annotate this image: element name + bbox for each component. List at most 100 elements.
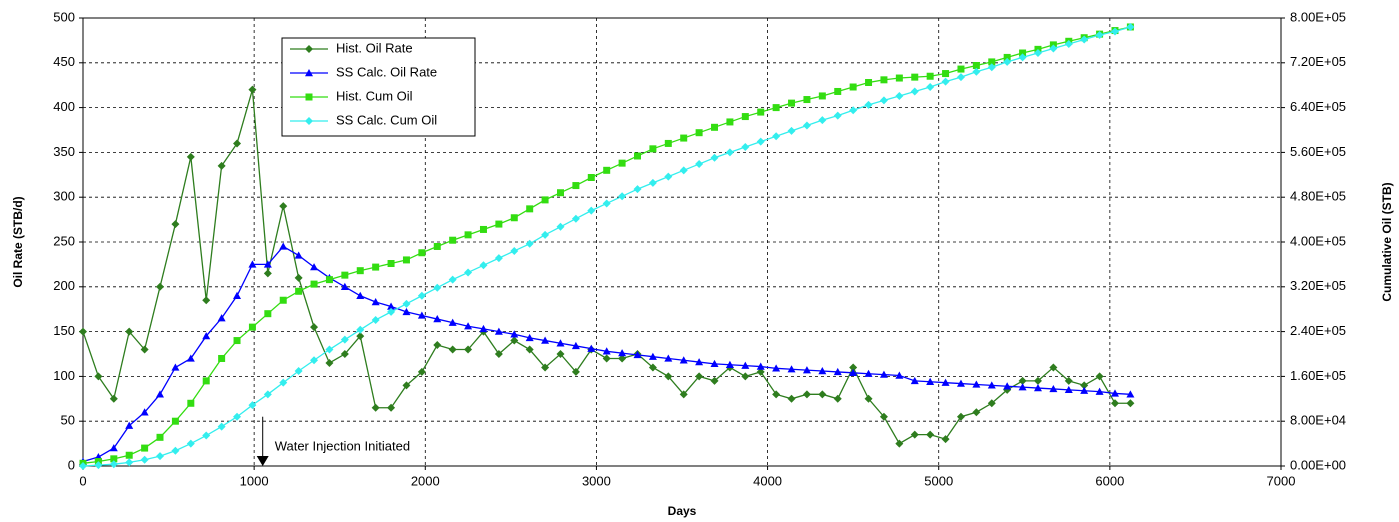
marker	[387, 403, 396, 412]
annotation-text: Water Injection Initiated	[275, 438, 410, 453]
marker	[556, 222, 565, 231]
marker	[449, 236, 457, 244]
marker	[756, 367, 765, 376]
marker	[109, 394, 118, 403]
marker	[556, 350, 565, 358]
marker	[556, 189, 564, 197]
marker	[340, 350, 349, 358]
y2-tick-label: 5.60E+05	[1290, 144, 1346, 159]
marker	[942, 70, 950, 78]
marker	[725, 148, 734, 157]
y2-tick-label: 8.00E+05	[1290, 9, 1346, 24]
marker	[571, 214, 580, 223]
marker	[418, 249, 426, 257]
marker	[202, 332, 211, 340]
x-tick-label: 1000	[240, 473, 269, 488]
marker	[1126, 399, 1135, 408]
marker	[571, 341, 580, 350]
marker	[510, 246, 519, 255]
marker	[464, 268, 473, 277]
marker	[140, 455, 149, 464]
marker	[618, 159, 626, 167]
marker	[156, 282, 165, 291]
marker	[494, 327, 503, 335]
marker	[125, 421, 134, 429]
marker	[1080, 35, 1089, 44]
marker	[233, 139, 242, 148]
marker	[664, 139, 672, 147]
marker	[310, 280, 318, 288]
marker	[356, 267, 364, 275]
marker	[818, 92, 826, 100]
marker	[1095, 387, 1104, 395]
marker	[802, 121, 811, 130]
plot-border	[82, 17, 1282, 467]
marker	[895, 91, 904, 100]
marker	[202, 296, 211, 305]
y2-axis-title: Cumulative Oil (STB)	[1380, 182, 1394, 301]
marker	[479, 261, 488, 270]
marker	[79, 462, 87, 470]
marker	[264, 310, 272, 318]
marker	[987, 63, 996, 72]
marker	[926, 430, 935, 439]
marker	[710, 376, 719, 385]
marker	[541, 230, 550, 239]
marker	[387, 307, 396, 316]
marker	[849, 83, 857, 91]
legend-label: Hist. Oil Rate	[336, 40, 413, 55]
marker	[1018, 376, 1027, 385]
marker	[310, 356, 319, 365]
marker	[602, 347, 611, 355]
marker	[695, 372, 704, 381]
marker	[448, 275, 457, 284]
marker	[263, 260, 272, 268]
series	[79, 22, 1135, 470]
marker	[156, 433, 164, 441]
legend-label: SS Calc. Cum Oil	[336, 112, 437, 127]
marker	[972, 61, 980, 69]
y-tick-label: 200	[53, 278, 75, 293]
y-tick-label: 0	[68, 457, 75, 472]
marker	[895, 371, 904, 379]
marker	[1126, 390, 1135, 398]
marker	[356, 325, 365, 334]
marker	[387, 302, 396, 310]
marker	[526, 205, 534, 213]
marker	[633, 185, 642, 194]
marker	[756, 137, 765, 146]
marker	[587, 344, 596, 352]
marker	[803, 96, 811, 104]
marker	[340, 282, 349, 290]
series	[79, 23, 1134, 467]
marker	[217, 422, 226, 431]
marker	[865, 79, 873, 87]
marker	[879, 96, 888, 105]
marker	[710, 359, 719, 368]
x-tick-label: 2000	[411, 473, 440, 488]
y2-tick-label: 4.00E+05	[1290, 233, 1346, 248]
marker	[679, 390, 688, 399]
marker	[279, 202, 288, 211]
marker	[433, 283, 442, 292]
marker	[510, 336, 519, 345]
marker	[356, 291, 365, 299]
marker	[1049, 44, 1058, 53]
marker	[479, 324, 488, 333]
marker	[772, 104, 780, 112]
marker	[310, 323, 319, 332]
marker	[1033, 48, 1042, 57]
y-tick-label: 300	[53, 189, 75, 204]
marker	[1095, 31, 1104, 40]
marker	[711, 123, 719, 131]
marker	[186, 354, 195, 362]
marker	[725, 360, 734, 368]
x-tick-label: 0	[79, 473, 86, 488]
marker	[171, 417, 179, 425]
marker	[94, 372, 103, 381]
marker	[448, 318, 457, 326]
marker	[479, 225, 487, 233]
marker	[140, 345, 149, 354]
x-tick-label: 3000	[582, 473, 611, 488]
